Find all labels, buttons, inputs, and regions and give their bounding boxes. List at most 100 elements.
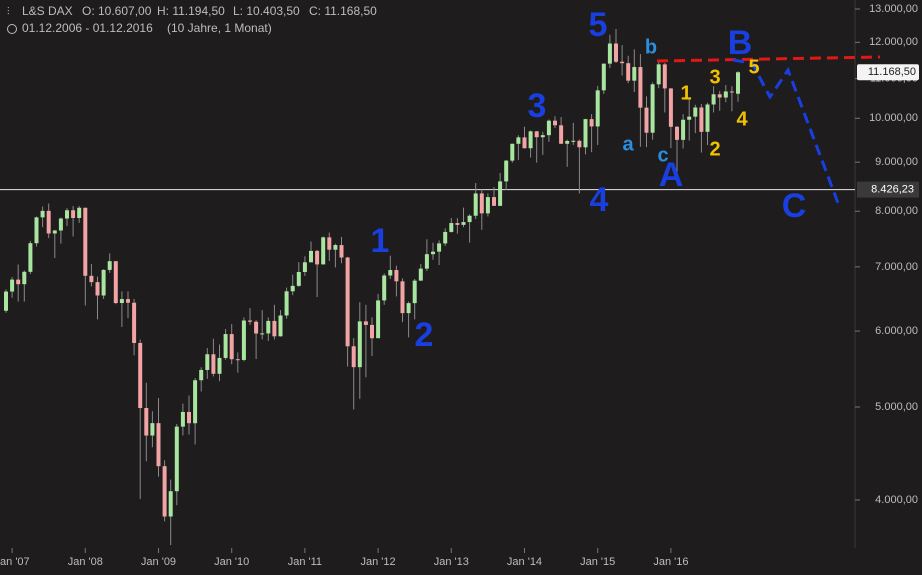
candle-body xyxy=(266,320,271,334)
candle-body xyxy=(614,43,618,62)
candle-body xyxy=(522,137,527,149)
last-price-label: 11.168,50 xyxy=(868,66,916,78)
candle-body xyxy=(327,237,332,250)
open: O: 10.607,00 xyxy=(82,4,152,18)
candle-body xyxy=(711,94,716,105)
candle-body xyxy=(321,237,326,265)
x-tick-label: Jan '07 xyxy=(0,556,30,568)
candle-body xyxy=(412,280,417,304)
chart-icon: ⫶ xyxy=(7,7,10,18)
candle-body xyxy=(693,107,698,117)
candle-body xyxy=(498,181,503,206)
candle-body xyxy=(345,257,350,347)
y-tick-label: 8.000,00 xyxy=(875,205,918,217)
candle-body xyxy=(58,218,63,231)
candle-body xyxy=(681,119,686,140)
wave-label: 3 xyxy=(528,87,547,125)
candle-body xyxy=(193,380,198,424)
candle-body xyxy=(119,299,124,304)
candle-body xyxy=(272,320,277,337)
y-tick-label: 5.000,00 xyxy=(875,401,918,413)
candle-body xyxy=(675,126,679,140)
wave-label: 4 xyxy=(736,108,748,130)
candle-body xyxy=(144,408,149,436)
candle-body xyxy=(284,291,289,316)
candle-body xyxy=(71,210,76,219)
candle-body xyxy=(577,140,582,148)
candle-body xyxy=(443,231,448,244)
x-tick-label: Jan '16 xyxy=(653,556,688,568)
x-tick-label: Jan '13 xyxy=(434,556,469,568)
wave-label: a xyxy=(622,133,634,155)
candle-body xyxy=(388,270,393,276)
candle-body xyxy=(174,426,179,492)
candle-body xyxy=(16,279,21,285)
candle-body xyxy=(52,230,57,234)
x-tick-label: Jan '08 xyxy=(68,556,103,568)
projection-path xyxy=(732,58,840,204)
candle-body xyxy=(217,357,222,374)
candle-body xyxy=(534,131,539,138)
candle-body xyxy=(418,268,423,281)
candle-body xyxy=(717,94,722,98)
candle-body xyxy=(95,282,100,296)
candle-body xyxy=(705,104,710,132)
candle-body xyxy=(601,63,606,91)
candle-body xyxy=(461,222,466,225)
candle-body xyxy=(46,210,51,234)
candle-body xyxy=(656,64,661,85)
candle-body xyxy=(199,369,204,381)
candle-body xyxy=(400,281,405,314)
candle-body xyxy=(351,346,356,368)
candle-body xyxy=(607,43,612,64)
candle-body xyxy=(150,423,155,436)
wave-label: 5 xyxy=(589,6,608,44)
wave-label: 3 xyxy=(709,66,720,88)
candle-body xyxy=(113,261,118,304)
wave-label: 4 xyxy=(590,181,609,219)
candle-body xyxy=(479,193,484,214)
x-tick-label: Jan '09 xyxy=(141,556,176,568)
candle-body xyxy=(467,215,472,223)
candle-body xyxy=(162,466,167,517)
candle-body xyxy=(370,324,374,339)
candle-body xyxy=(248,320,252,322)
candle-body xyxy=(723,91,728,98)
candle-body xyxy=(644,107,649,133)
candle-body xyxy=(241,320,246,360)
candle-body xyxy=(4,291,8,311)
candle-body xyxy=(254,321,259,334)
candle-body xyxy=(339,245,344,258)
candle-body xyxy=(382,275,387,301)
candle-body xyxy=(260,333,265,335)
candle-body xyxy=(510,143,515,161)
candle-body xyxy=(65,210,69,219)
candle-body xyxy=(296,272,301,286)
candle-body xyxy=(235,359,240,361)
candle-body xyxy=(333,245,338,250)
x-tick-label: Jan '12 xyxy=(361,556,396,568)
candle-body xyxy=(626,63,631,81)
candle-body xyxy=(729,91,734,93)
symbol: L&S DAX xyxy=(22,4,73,18)
candle-body xyxy=(394,270,399,282)
candle-body xyxy=(553,120,557,126)
candle-body xyxy=(589,119,594,127)
y-tick-label: 9.000,00 xyxy=(875,156,918,168)
candle-body xyxy=(632,67,637,81)
candle-body xyxy=(40,210,45,218)
wave-label: 5 xyxy=(748,56,759,78)
y-tick-label: 4.000,00 xyxy=(875,494,918,506)
candle-body xyxy=(736,72,740,94)
candle-body xyxy=(485,197,490,214)
candle-body xyxy=(132,302,137,343)
candle-body xyxy=(126,299,130,303)
low: L: 10.403,50 xyxy=(233,4,300,18)
candle-body xyxy=(559,125,564,144)
candle-body xyxy=(34,217,39,244)
candle-body xyxy=(101,269,106,296)
candle-body xyxy=(504,160,509,182)
y-tick-label: 6.000,00 xyxy=(875,325,918,337)
candle-body xyxy=(449,223,454,232)
